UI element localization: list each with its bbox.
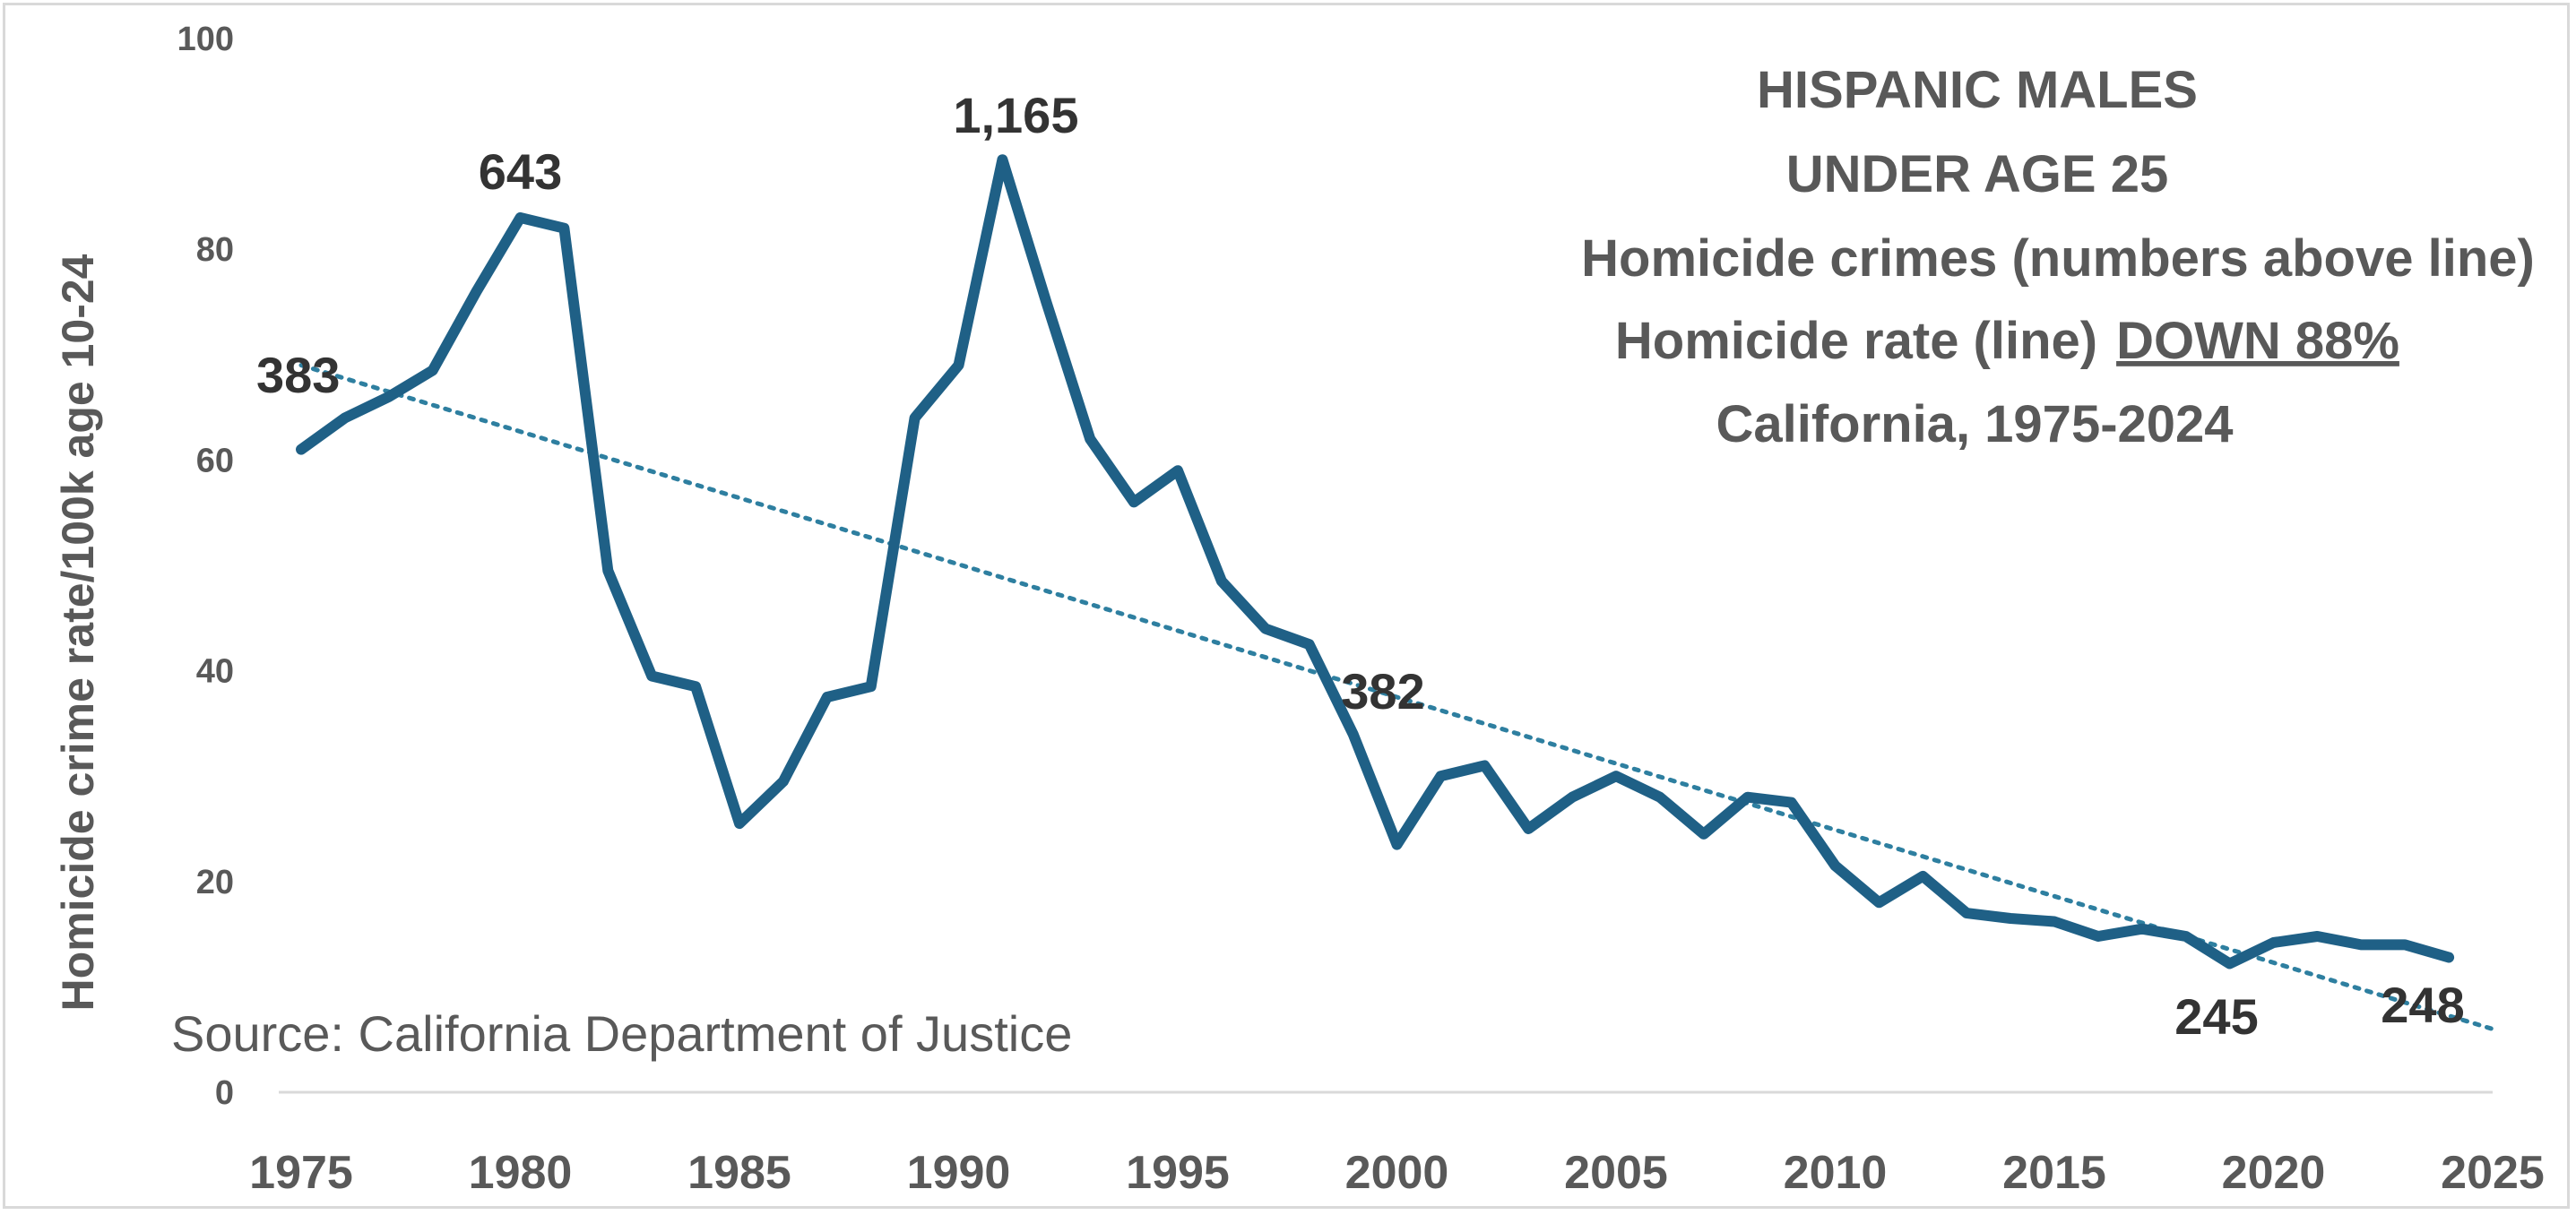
x-tick-label: 2000 bbox=[1345, 1147, 1449, 1199]
data-point bbox=[690, 681, 701, 692]
point-labels: 383 643 1,165 382 245 248 bbox=[256, 87, 2465, 1045]
data-point bbox=[340, 412, 350, 423]
source-note: Source: California Department of Justice bbox=[171, 1005, 1072, 1062]
title-line-2: UNDER AGE 25 bbox=[1786, 145, 2169, 203]
data-point bbox=[2049, 916, 2060, 926]
x-axis-ticks: 1975 1980 1985 1990 1995 2000 2005 2010 2015 2020… bbox=[249, 1147, 2545, 1199]
data-point bbox=[1699, 829, 1709, 840]
data-point bbox=[384, 392, 394, 402]
series-line bbox=[296, 154, 2455, 969]
point-label: 382 bbox=[1341, 663, 1424, 720]
title-line-4: Homicide rate (line) bbox=[1615, 312, 2097, 370]
y-tick-label: 0 bbox=[215, 1074, 234, 1112]
data-point bbox=[1567, 792, 1578, 803]
title-line-3: Homicide crimes (numbers above line) bbox=[1581, 229, 2535, 288]
chart-title: HISPANIC MALES UNDER AGE 25 Homicide cri… bbox=[1581, 61, 2535, 453]
data-point bbox=[1830, 860, 1841, 871]
data-point bbox=[1128, 496, 1139, 507]
data-point bbox=[296, 444, 307, 455]
data-point bbox=[2093, 931, 2104, 942]
data-point bbox=[1917, 871, 1928, 882]
data-point bbox=[997, 154, 1007, 165]
trendline bbox=[298, 363, 2495, 1031]
title-line-5: California, 1975-2024 bbox=[1716, 395, 2233, 453]
data-point bbox=[1786, 797, 1797, 808]
data-point bbox=[646, 670, 657, 681]
data-point bbox=[1523, 823, 1534, 834]
data-point bbox=[2269, 937, 2279, 948]
data-point bbox=[1961, 908, 1972, 918]
data-point bbox=[2399, 939, 2410, 950]
data-point bbox=[1655, 792, 1665, 803]
title-emphasis: DOWN 88% bbox=[2116, 312, 2399, 370]
point-label: 383 bbox=[256, 347, 340, 403]
point-label: 643 bbox=[479, 143, 562, 200]
data-point bbox=[428, 365, 438, 375]
data-point bbox=[1348, 728, 1359, 739]
x-tick-label: 1985 bbox=[687, 1147, 791, 1199]
point-label: 248 bbox=[2381, 977, 2464, 1033]
data-point bbox=[2443, 952, 2454, 962]
data-point bbox=[1260, 624, 1271, 634]
title-line-1: HISPANIC MALES bbox=[1757, 61, 2198, 119]
chart-frame: 0 20 40 60 80 100 1975 1980 1985 1990 1995 2000 200… bbox=[3, 3, 2570, 1209]
data-point bbox=[1085, 434, 1095, 444]
data-point bbox=[910, 412, 921, 423]
data-point bbox=[1873, 897, 1884, 908]
x-tick-label: 2020 bbox=[2222, 1147, 2326, 1199]
y-tick-label: 40 bbox=[196, 653, 234, 691]
data-point bbox=[2225, 959, 2235, 969]
data-point bbox=[734, 818, 745, 829]
data-point bbox=[1172, 465, 1183, 476]
y-tick-label: 60 bbox=[196, 442, 234, 479]
data-point bbox=[1611, 771, 1621, 781]
y-tick-label: 80 bbox=[196, 231, 234, 269]
data-point bbox=[2356, 939, 2366, 950]
data-point bbox=[1216, 576, 1227, 587]
data-point bbox=[954, 360, 964, 371]
data-point bbox=[2005, 913, 2016, 924]
y-tick-label: 100 bbox=[177, 21, 234, 58]
x-tick-label: 2010 bbox=[1784, 1147, 1888, 1199]
x-tick-label: 2015 bbox=[2002, 1147, 2106, 1199]
x-tick-label: 2005 bbox=[1564, 1147, 1668, 1199]
data-point bbox=[822, 692, 833, 702]
x-tick-label: 1990 bbox=[907, 1147, 1011, 1199]
x-tick-label: 1980 bbox=[469, 1147, 573, 1199]
data-point bbox=[558, 223, 569, 234]
data-point bbox=[1392, 840, 1403, 850]
point-label: 245 bbox=[2174, 988, 2258, 1045]
x-tick-label: 1995 bbox=[1126, 1147, 1230, 1199]
data-point bbox=[2312, 931, 2322, 942]
y-axis-ticks: 0 20 40 60 80 100 bbox=[177, 21, 234, 1112]
point-label: 1,165 bbox=[953, 87, 1078, 143]
x-tick-label: 1975 bbox=[249, 1147, 353, 1199]
data-point bbox=[1742, 792, 1753, 803]
y-tick-label: 20 bbox=[196, 864, 234, 901]
data-point bbox=[1435, 771, 1446, 781]
data-point bbox=[1041, 297, 1051, 307]
data-point bbox=[1304, 639, 1315, 650]
x-tick-label: 2025 bbox=[2441, 1147, 2545, 1199]
data-point bbox=[2181, 931, 2191, 942]
y-axis-title: Homicide crime rate/100k age 10-24 bbox=[53, 254, 103, 1011]
data-point bbox=[1479, 760, 1490, 771]
data-point bbox=[866, 681, 877, 692]
data-point bbox=[515, 212, 526, 223]
data-point bbox=[778, 776, 789, 787]
data-point bbox=[2137, 924, 2148, 935]
line-chart: 0 20 40 60 80 100 1975 1980 1985 1990 1995 2000 200… bbox=[53, 21, 2545, 1199]
data-point bbox=[471, 286, 482, 297]
data-point bbox=[602, 565, 613, 576]
